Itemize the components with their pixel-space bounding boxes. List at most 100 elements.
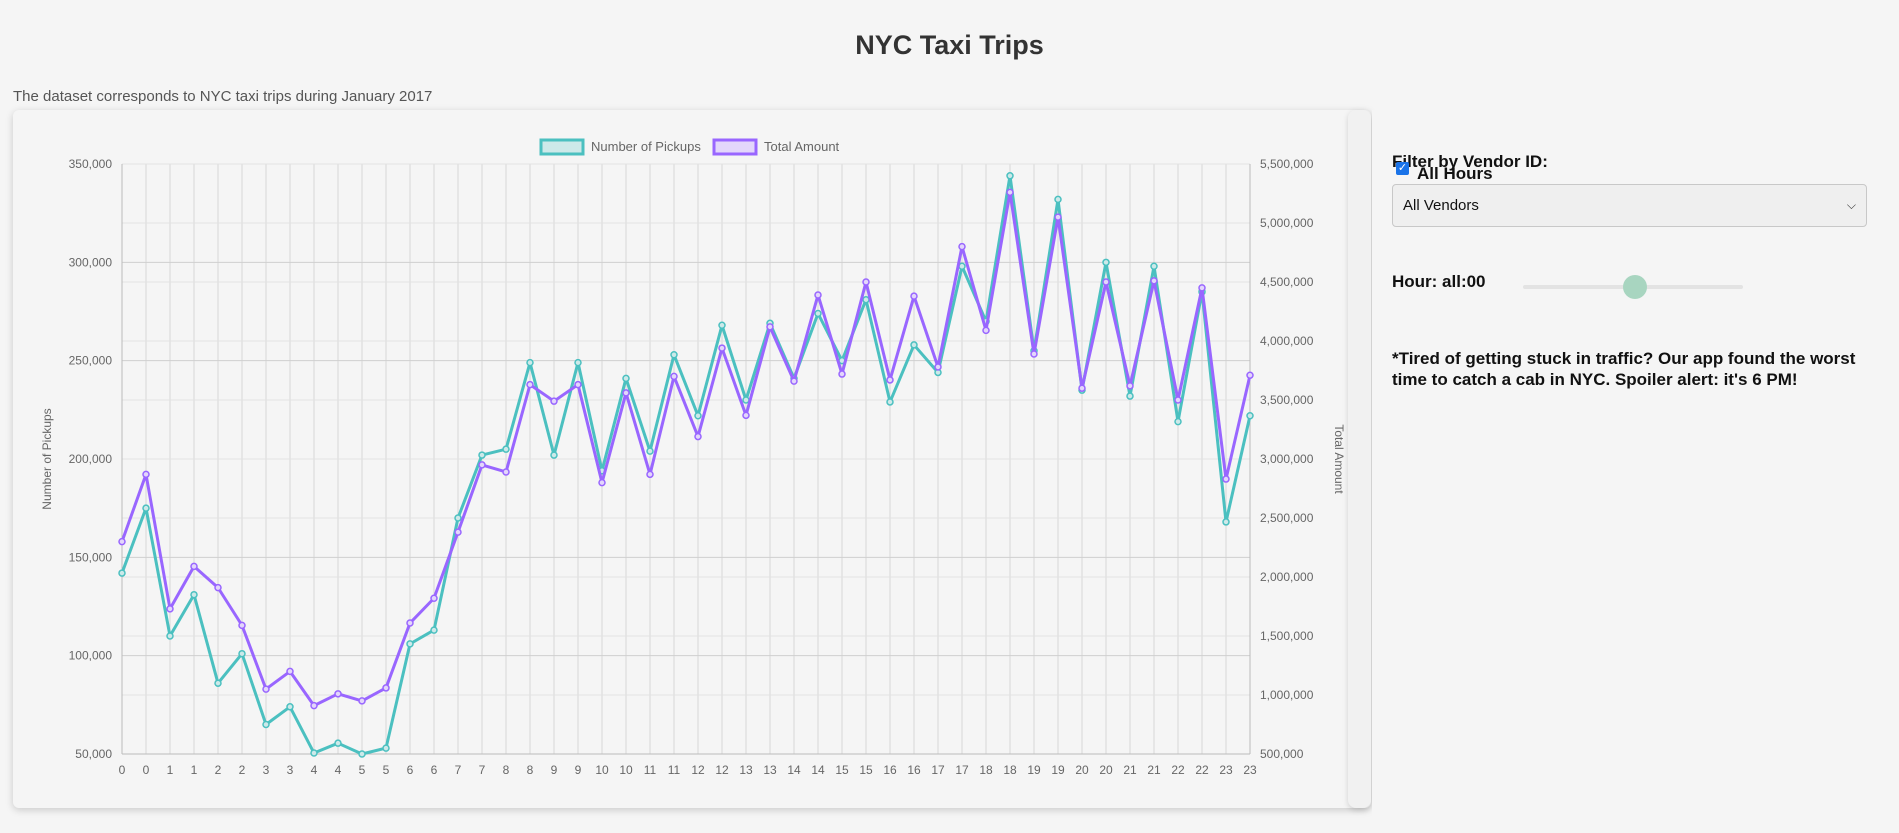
- series-2-point: [406, 619, 414, 627]
- x-tick-label: 21: [1147, 763, 1161, 777]
- y-right-tick-label: 2,000,000: [1260, 570, 1314, 584]
- x-tick-label: 1: [167, 763, 174, 777]
- series-1-point: [430, 626, 438, 634]
- y-left-tick-label: 200,000: [69, 452, 113, 466]
- all-hours-label: All Hours: [1417, 164, 1493, 183]
- series-1-point: [502, 445, 510, 453]
- x-tick-label: 17: [931, 763, 945, 777]
- series-2-point: [982, 326, 990, 335]
- series-1-point: [670, 351, 678, 359]
- series-2-point: [910, 292, 918, 300]
- series-line-2: [120, 190, 1252, 708]
- series-2-point: [766, 323, 774, 331]
- series-2-point: [1198, 284, 1206, 292]
- x-tick-label: 15: [835, 763, 849, 777]
- series-1-point: [454, 514, 462, 522]
- series-1-point: [334, 739, 342, 747]
- series-2-point: [142, 470, 150, 479]
- y-right-tick-label: 3,500,000: [1260, 393, 1314, 407]
- x-tick-label: 12: [691, 763, 705, 777]
- y-left-tick-label: 350,000: [69, 157, 113, 171]
- chevron-down-icon: ⌵: [1846, 198, 1856, 212]
- line-chart: 50,000 100,000 150,000 200,000 250,000 300,00…: [40, 138, 1346, 777]
- series-2-point: [262, 685, 270, 693]
- series-2-point: [622, 389, 630, 397]
- series-2-point: [790, 377, 798, 385]
- series-2-point: [934, 363, 942, 371]
- series-2-point: [718, 344, 726, 352]
- all-hours-checkbox[interactable]: ✓: [1396, 162, 1409, 175]
- x-tick-label: 22: [1171, 763, 1185, 777]
- series-1-point: [886, 398, 894, 406]
- x-tick-label: 21: [1123, 763, 1137, 777]
- y-right-tick-label: 5,000,000: [1260, 216, 1314, 230]
- x-tick-label: 6: [407, 763, 414, 777]
- series-1-point: [694, 411, 702, 420]
- x-tick-label: 5: [359, 763, 366, 777]
- panel-divider-handle[interactable]: [1348, 110, 1371, 808]
- series-1-point: [166, 632, 174, 640]
- series-2-point: [430, 594, 438, 602]
- page-title: NYC Taxi Trips: [855, 30, 1044, 60]
- series-1-point: [862, 295, 870, 304]
- series-1-point: [910, 341, 918, 349]
- series-2-point: [1174, 396, 1182, 404]
- series-2-point: [190, 562, 198, 571]
- series-2-point: [670, 372, 678, 381]
- series-1-point: [358, 750, 366, 758]
- y-right-axis-title: Total Amount: [1332, 424, 1346, 494]
- series-2-point: [478, 461, 486, 469]
- x-tick-label: 23: [1243, 763, 1257, 777]
- hour-slider-thumb[interactable]: [1623, 275, 1648, 299]
- x-tick-label: 2: [239, 763, 246, 777]
- series-1-point: [1054, 195, 1062, 204]
- y-right-tick-label: 4,500,000: [1260, 275, 1314, 289]
- series-2-point: [1102, 278, 1110, 286]
- side-panel: Filter by Vendor ID: All Vendors ⌵ Hour:…: [1372, 110, 1899, 833]
- hour-slider[interactable]: [1523, 275, 1743, 299]
- series-2-point: [310, 701, 318, 710]
- x-tick-label: 11: [668, 763, 681, 777]
- series-2-point: [694, 432, 702, 441]
- hour-label: Hour: all:00: [1392, 272, 1486, 291]
- x-tick-label: 10: [595, 763, 609, 777]
- series-1-point: [286, 703, 294, 711]
- series-2-point: [1030, 350, 1038, 358]
- x-tick-label: 4: [311, 763, 318, 777]
- x-tick-label: 13: [739, 763, 753, 777]
- series-2-point: [454, 528, 462, 536]
- vendor-filter-label: Filter by Vendor ID:: [1392, 152, 1548, 171]
- legend-label-1: Number of Pickups: [591, 139, 701, 154]
- series-2-point: [526, 380, 534, 389]
- x-tick-label: 3: [287, 763, 294, 777]
- y-left-axis-title: Number of Pickups: [40, 408, 54, 509]
- vendor-select[interactable]: All Vendors ⌵: [1392, 184, 1867, 227]
- x-tick-label: 9: [551, 763, 558, 777]
- series-1-point: [478, 451, 486, 459]
- series-2-point: [382, 684, 390, 692]
- series-2-point: [334, 690, 342, 698]
- series-1-point: [190, 590, 198, 599]
- x-tick-label: 0: [143, 763, 150, 777]
- x-tick-label: 9: [575, 763, 582, 777]
- y-left-tick-label: 100,000: [69, 649, 113, 663]
- x-tick-label: 7: [479, 763, 486, 777]
- x-tick-label: 8: [527, 763, 534, 777]
- x-tick-label: 2: [215, 763, 222, 777]
- x-tick-label: 19: [1027, 763, 1041, 777]
- x-tick-label: 12: [715, 763, 729, 777]
- series-2-point: [1150, 277, 1158, 285]
- series-2-point: [862, 278, 870, 286]
- y-left-tick-label: 50,000: [75, 747, 112, 761]
- x-tick-label: 20: [1075, 763, 1089, 777]
- x-tick-label: 18: [979, 763, 993, 777]
- y-right-tick-label: 500,000: [1260, 747, 1304, 761]
- series-1-point: [718, 321, 726, 330]
- series-1-point: [622, 374, 630, 383]
- y-right-tick-label: 3,000,000: [1260, 452, 1314, 466]
- y-right-tick-label: 1,000,000: [1260, 688, 1314, 702]
- series-1-point: [1102, 258, 1110, 267]
- series-2-point: [1246, 371, 1254, 379]
- series-2-point: [238, 621, 246, 630]
- legend-swatch-2: [712, 138, 758, 156]
